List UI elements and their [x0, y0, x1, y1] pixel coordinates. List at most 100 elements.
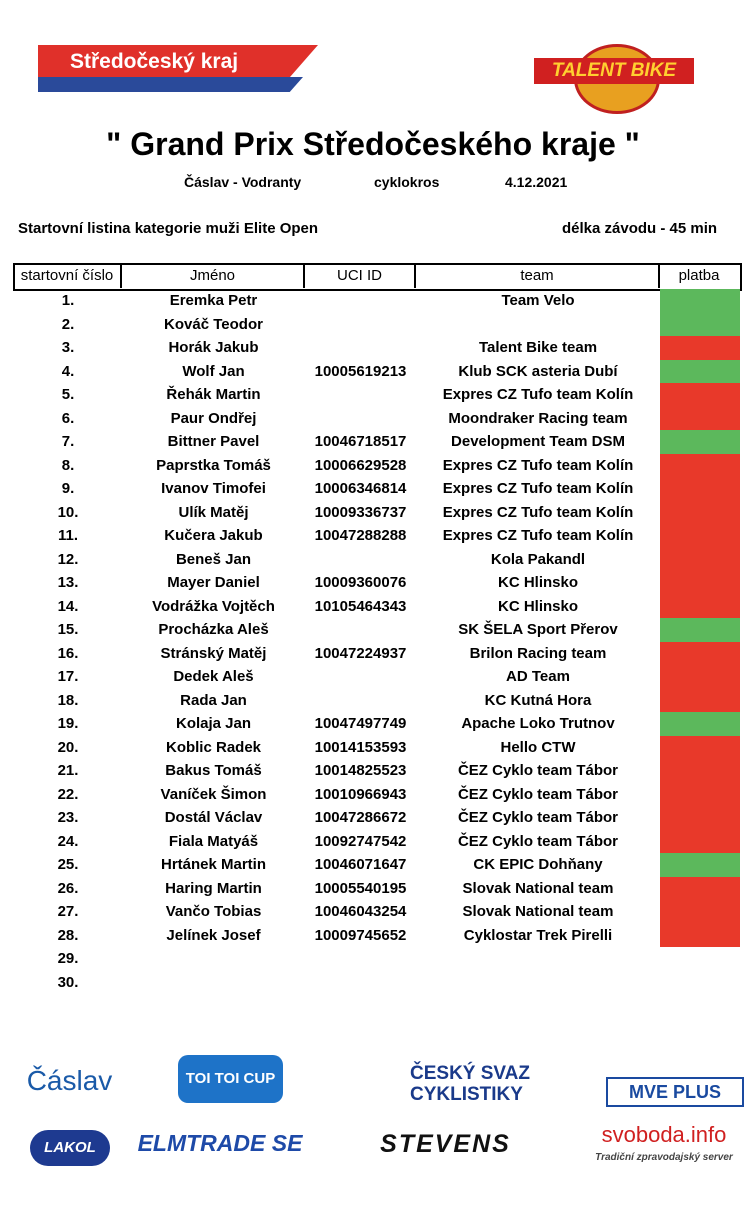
table-cell: 10046043254 [314, 903, 407, 920]
table-cell: Slovak National team [462, 879, 614, 897]
table-cell: 8. [61, 456, 75, 474]
region-logo-text: Středočeský kraj [70, 50, 239, 73]
payment-cell [660, 665, 740, 689]
table-cell: 10092747542 [314, 832, 407, 850]
table-cell: 3. [61, 339, 75, 356]
payment-cell [660, 923, 740, 947]
brand-logo: TALENT BIKE [534, 34, 694, 114]
table-cell: Ulík Matěj [178, 503, 249, 521]
payment-cell [660, 453, 740, 477]
table-cell: Stránský Matěj [160, 644, 267, 662]
table-cell: 10046718517 [314, 433, 407, 450]
table-cell: 30. [57, 973, 79, 991]
sponsor-logo: Tradiční zpravodajský server [595, 1152, 733, 1163]
table-cell: Apache Loko Trutnov [461, 715, 615, 732]
table-cell: Rada Jan [180, 691, 247, 709]
table-cell: SK ŠELA Sport Přerov [458, 621, 618, 638]
table-cell: 6. [61, 409, 75, 427]
sponsor-logo: svoboda.info [601, 1122, 727, 1147]
table-cell: Horák Jakub [168, 339, 259, 356]
table-cell: ČEZ Cyklo team Tábor [457, 762, 619, 779]
sponsor-logo: STEVENS [380, 1130, 511, 1158]
table-cell: Mayer Daniel [167, 574, 260, 591]
sponsor-logo: Čáslav [26, 1065, 113, 1096]
payment-cell [660, 500, 740, 524]
table-cell: 19. [57, 715, 79, 732]
table-cell: 10047286672 [314, 809, 407, 826]
table-cell: Talent Bike team [478, 339, 598, 356]
table-cell: Beneš Jan [175, 550, 252, 568]
table-cell: Slovak National team [462, 903, 614, 920]
payment-cell [660, 853, 740, 877]
table-cell: Hello CTW [500, 738, 576, 756]
table-cell: Expres CZ Tufo team Kolín [442, 480, 634, 497]
table-cell: KC Hlinsko [497, 574, 578, 591]
table-cell: Klub SCK asteria Dubí [458, 362, 618, 380]
table-cell: 10005540195 [314, 879, 407, 897]
table-cell: AD Team [506, 668, 570, 685]
payment-cell [660, 688, 740, 712]
table-cell: 10047224937 [314, 644, 407, 662]
duration: délka závodu - 45 min [562, 220, 718, 237]
table-cell: Ivanov Timofei [161, 480, 266, 497]
payment-cell [660, 383, 740, 407]
table-cell: 18. [57, 691, 79, 709]
table-cell: Expres CZ Tufo team Kolín [442, 456, 634, 474]
payment-cell [660, 336, 740, 360]
table-cell: 10005619213 [314, 362, 407, 380]
table-cell: 10009745652 [314, 926, 407, 944]
table-cell: ČEZ Cyklo team Tábor [457, 832, 619, 850]
table-cell: 10010966943 [314, 785, 407, 803]
table-cell: 15. [57, 621, 79, 638]
table-cell: Wolf Jan [182, 362, 245, 380]
table-cell: 10009336737 [314, 503, 407, 521]
column-header: platba [678, 267, 720, 284]
table-cell: 12. [57, 550, 79, 568]
table-cell: Vodrážka Vojtěch [152, 597, 275, 615]
column-header: UCI ID [305, 264, 416, 288]
payment-cell [660, 641, 740, 665]
table-cell: Procházka Aleš [158, 621, 269, 638]
table-cell: 7. [61, 433, 75, 450]
payment-cell [660, 876, 740, 900]
table-cell: 28. [57, 926, 79, 944]
discipline: cyklokros [374, 174, 440, 190]
table-cell: Team Velo [501, 292, 575, 309]
table-cell: 10009360076 [314, 574, 407, 591]
table-cell: Koblic Radek [165, 738, 262, 756]
table-cell: 20. [57, 738, 79, 756]
table-cell: CK EPIC Dohňany [473, 856, 603, 873]
payment-cell [660, 312, 740, 336]
sponsor-logo: TOI TOI CUP [178, 1055, 283, 1103]
payment-cell [660, 359, 740, 383]
table-cell: Fiala Matyáš [168, 832, 259, 850]
table-cell: Řehák Martin [166, 386, 261, 403]
table-cell: 13. [57, 574, 79, 591]
payment-cell [660, 289, 740, 313]
table-cell: 2. [61, 315, 75, 333]
table-cell: 11. [57, 527, 79, 544]
table-cell: Dedek Aleš [173, 668, 254, 685]
payment-cell [660, 829, 740, 853]
table-cell: Haring Martin [165, 879, 262, 897]
table-cell: Brilon Racing team [469, 644, 607, 662]
table-cell: 4. [61, 362, 75, 380]
table-cell: Kováč Teodor [164, 315, 263, 333]
table-cell: 21. [57, 762, 79, 779]
date: 4.12.2021 [505, 174, 568, 190]
table-cell: Bittner Pavel [167, 433, 260, 450]
table-cell: 26. [57, 879, 79, 897]
table-cell: 10105464343 [314, 597, 407, 615]
table-cell: Eremka Petr [169, 292, 258, 309]
table-cell: Expres CZ Tufo team Kolín [442, 386, 634, 403]
table-cell: Expres CZ Tufo team Kolín [442, 503, 634, 521]
table-cell: Paprstka Tomáš [156, 456, 271, 474]
table-cell: Kučera Jakub [164, 527, 263, 544]
table-cell: 10006629528 [314, 456, 407, 474]
table-cell: KC Hlinsko [497, 597, 578, 615]
sponsor-logo: MVE PLUS [606, 1077, 744, 1107]
payment-cell [660, 712, 740, 736]
payment-cell [660, 900, 740, 924]
payment-cell [660, 618, 740, 642]
